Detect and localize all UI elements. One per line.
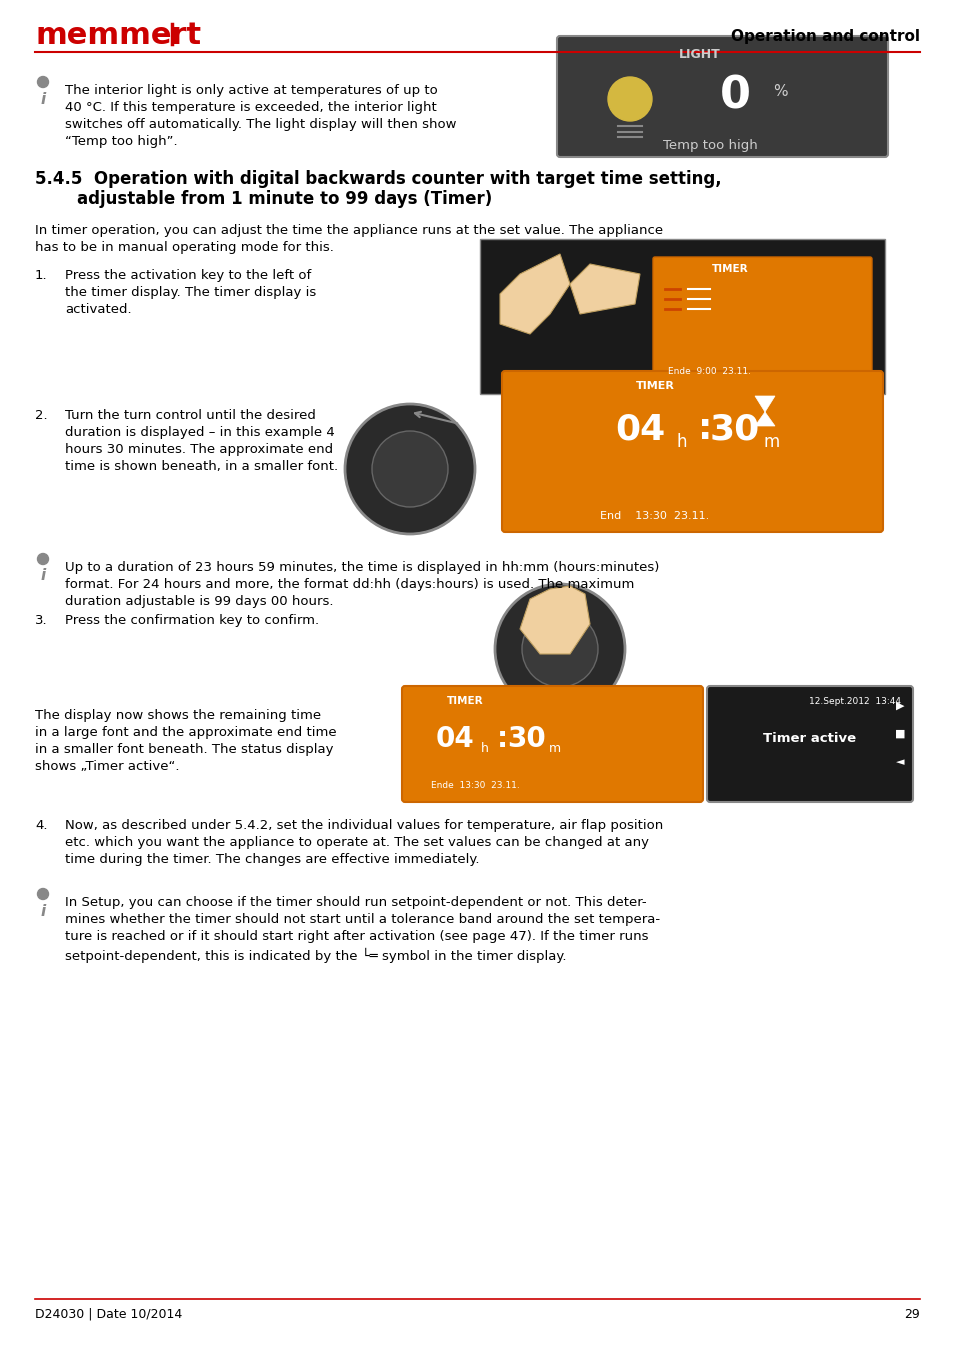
Text: memmert: memmert [35,22,201,50]
Text: Operation and control: Operation and control [730,28,919,43]
FancyBboxPatch shape [401,686,702,802]
Text: Temp too high: Temp too high [662,139,757,153]
Text: 30: 30 [507,724,546,753]
Text: :: : [697,412,712,445]
Circle shape [37,554,49,565]
Text: 5.4.5  Operation with digital backwards counter with target time setting,: 5.4.5 Operation with digital backwards c… [35,171,720,188]
Circle shape [372,431,448,506]
Circle shape [37,888,49,899]
Polygon shape [519,586,589,654]
Text: ▶: ▶ [895,701,903,711]
Text: i: i [41,903,46,918]
Text: ◄: ◄ [895,757,903,766]
FancyBboxPatch shape [706,686,912,802]
Text: Ende  13:30  23.11.: Ende 13:30 23.11. [430,781,518,791]
Text: Ende  9:00  23.11.: Ende 9:00 23.11. [668,367,751,376]
Text: 0: 0 [719,74,750,118]
Polygon shape [754,395,774,427]
Bar [479,240,884,394]
Text: 1.: 1. [35,269,48,282]
Text: 2.: 2. [35,409,48,422]
Text: Press the confirmation key to confirm.: Press the confirmation key to confirm. [65,613,319,627]
FancyBboxPatch shape [557,37,887,157]
Text: Turn the turn control until the desired
duration is displayed – in this example : Turn the turn control until the desired … [65,409,337,473]
Text: 29: 29 [903,1308,919,1320]
Text: In Setup, you can choose if the timer should run setpoint-dependent or not. This: In Setup, you can choose if the timer sh… [65,896,659,963]
Text: adjustable from 1 minute to 99 days (Timer): adjustable from 1 minute to 99 days (Tim… [77,190,492,209]
Circle shape [495,584,624,714]
Text: Now, as described under 5.4.2, set the individual values for temperature, air fl: Now, as described under 5.4.2, set the i… [65,819,662,867]
Text: Up to a duration of 23 hours 59 minutes, the time is displayed in hh:mm (hours:m: Up to a duration of 23 hours 59 minutes,… [65,561,659,608]
Text: 3.: 3. [35,613,48,627]
Polygon shape [499,255,569,334]
Text: TIMER: TIMER [446,696,483,705]
Text: ■: ■ [894,728,904,739]
Text: m: m [548,742,560,754]
FancyBboxPatch shape [652,257,871,380]
Text: 04: 04 [436,724,474,753]
Text: m: m [763,433,780,451]
Circle shape [37,76,49,88]
Text: The interior light is only active at temperatures of up to
40 °C. If this temper: The interior light is only active at tem… [65,84,456,148]
Circle shape [345,403,475,533]
Text: 12.Sept.2012  13:44: 12.Sept.2012 13:44 [808,696,900,705]
Text: %: % [772,84,786,99]
Text: LIGHT: LIGHT [679,47,720,61]
Text: TIMER: TIMER [711,264,747,274]
Text: Press the activation key to the left of
the timer display. The timer display is
: Press the activation key to the left of … [65,269,315,315]
Text: TIMER: TIMER [635,380,674,391]
Text: h: h [676,433,686,451]
Circle shape [607,77,651,121]
Text: The display now shows the remaining time
in a large font and the approximate end: The display now shows the remaining time… [35,709,336,773]
Text: i: i [41,569,46,584]
Text: In timer operation, you can adjust the time the appliance runs at the set value.: In timer operation, you can adjust the t… [35,223,662,255]
Polygon shape [569,264,639,314]
FancyBboxPatch shape [501,371,882,532]
Text: i: i [41,92,46,107]
Text: 30: 30 [709,412,760,445]
Text: D24030 | Date 10/2014: D24030 | Date 10/2014 [35,1308,182,1320]
Text: Timer active: Timer active [762,733,856,746]
Text: 04: 04 [615,412,664,445]
Text: End    13:30  23.11.: End 13:30 23.11. [599,510,709,521]
Text: 4.: 4. [35,819,48,831]
Text: :: : [496,724,507,753]
Circle shape [521,611,598,686]
Text: h: h [480,742,489,754]
